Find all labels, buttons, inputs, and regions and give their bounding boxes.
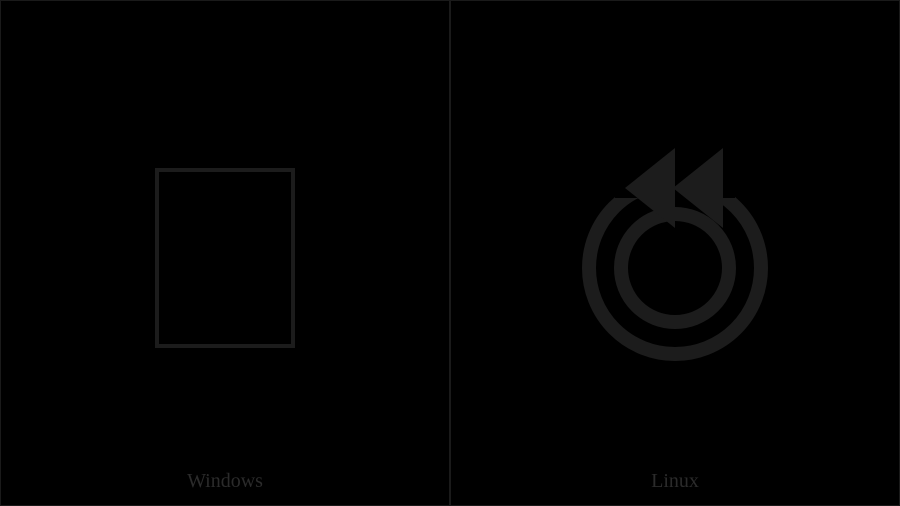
glyph-comparison-container: Windows Linux xyxy=(0,0,900,506)
linux-glyph-area xyxy=(451,1,899,505)
windows-caption: Windows xyxy=(1,470,449,493)
inner-circle xyxy=(621,214,729,322)
windows-glyph-area xyxy=(1,1,449,505)
linux-caption: Linux xyxy=(451,470,899,493)
windows-panel: Windows xyxy=(0,0,450,506)
empty-rectangle-glyph xyxy=(155,168,295,348)
double-arrow-refresh-glyph xyxy=(545,118,805,378)
linux-panel: Linux xyxy=(450,0,900,506)
